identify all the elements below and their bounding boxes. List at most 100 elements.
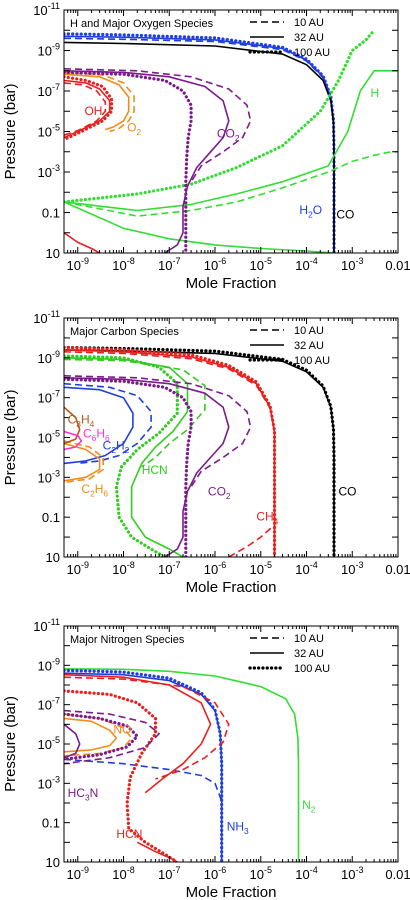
x-tick-label: 10-8 xyxy=(112,865,134,882)
curve-label-h: H xyxy=(370,86,379,100)
series-line-c2h2-dashed xyxy=(64,382,152,465)
series-line-co2-solid xyxy=(64,377,230,557)
x-tick-label: 10-8 xyxy=(112,256,134,273)
series-line-ch4-deep--dashed xyxy=(228,526,273,557)
series-line-co-dotted xyxy=(64,345,336,557)
legend-label: 32 AU xyxy=(294,340,324,352)
y-axis-label: Pressure (bar) xyxy=(2,696,19,792)
legend-label: 32 AU xyxy=(294,648,324,660)
x-tick-label: 0.01 xyxy=(385,562,410,577)
y-axis-label: Pressure (bar) xyxy=(2,390,19,486)
y-tick-label: 10-3 xyxy=(38,163,60,180)
y-tick-label: 10-5 xyxy=(38,123,60,140)
series-line-hc3n-dashed xyxy=(64,709,160,765)
y-tick-label: 10-11 xyxy=(33,309,60,326)
series-line-co2-dashed xyxy=(64,68,252,183)
y-tick-label: 10-9 xyxy=(38,656,60,673)
curve-label-hcn: HCN xyxy=(116,827,142,841)
x-tick-label: 10-6 xyxy=(204,865,226,882)
series-line-nh3-dashed xyxy=(64,758,223,804)
curve-label-co2: CO2 xyxy=(217,127,240,144)
curve-label-co: CO xyxy=(336,208,354,222)
series-line-h-solid xyxy=(64,70,398,212)
y-tick-label: 0.1 xyxy=(42,206,60,221)
x-tick-label: 10-7 xyxy=(158,560,180,577)
curve-label-ch4: CH4 xyxy=(256,510,278,527)
legend-label: 10 AU xyxy=(294,17,324,29)
series-line-oh-dotted xyxy=(64,75,114,142)
curve-label-n2: N2 xyxy=(302,798,316,815)
series-line-o2-dashed xyxy=(64,71,135,133)
chart-panel-2: 10-9 10-8 10-7 10-6 10-5 10-4 10-3 0.01 10-11 10-… xyxy=(2,309,410,596)
x-tick-label: 10-3 xyxy=(341,560,363,577)
series-line-nh3-dotted xyxy=(64,668,224,862)
y-tick-label: 10-11 xyxy=(33,1,60,18)
series-line-oh-deep--solid xyxy=(64,232,100,253)
series-line-o2-solid xyxy=(64,73,130,131)
series-line-h-dotted xyxy=(64,28,376,204)
legend: 10 AU 32 AU 100 AU xyxy=(248,325,330,367)
series-group xyxy=(64,668,300,862)
series-line-hcn-dotted xyxy=(64,354,179,557)
x-axis-label: Mole Fraction xyxy=(186,579,277,596)
x-tick-label: 10-5 xyxy=(250,560,272,577)
series-line-hcn-dashed xyxy=(64,676,230,780)
series-line-co2-dashed xyxy=(64,375,252,488)
series-line-h-dashed xyxy=(64,151,398,217)
series-line-c2h6-solid xyxy=(64,442,101,482)
x-axis-label: Mole Fraction xyxy=(186,275,277,292)
legend-label: 100 AU xyxy=(294,355,330,367)
series-line-no-solid xyxy=(64,717,118,753)
y-tick-label: 0.1 xyxy=(42,816,60,831)
series-line-co-solid xyxy=(64,349,335,557)
y-axis-label: Pressure (bar) xyxy=(2,84,19,180)
y-tick-label: 10-7 xyxy=(38,389,60,406)
legend: 10 AU 32 AU 100 AU xyxy=(248,17,330,59)
legend-label: 32 AU xyxy=(294,32,324,44)
x-tick-label: 0.01 xyxy=(385,258,410,273)
y-tick-label: 10-7 xyxy=(38,82,60,99)
y-tick-label: 10-3 xyxy=(38,774,60,791)
series-line-hcn-solid xyxy=(64,673,212,794)
curve-label-nh3: NH3 xyxy=(227,819,249,836)
curve-label-hcn: HCN xyxy=(142,463,168,477)
chart-panel-3: 10-9 10-8 10-7 10-6 10-5 10-4 10-3 0.01 10-11 10-… xyxy=(2,617,410,900)
x-tick-label: 10-9 xyxy=(67,560,89,577)
series-line-hcn-deep--solid xyxy=(136,841,178,862)
series-group xyxy=(64,345,336,557)
series-line-c2h6-dashed xyxy=(64,440,104,484)
curve-label-co2: CO2 xyxy=(208,484,231,501)
y-tick-label: 10 xyxy=(46,246,60,261)
curve-label-o2: O2 xyxy=(127,121,141,138)
x-tick-label: 10-8 xyxy=(112,560,134,577)
y-tick-label: 10-11 xyxy=(33,617,60,634)
series-line-n2-solid xyxy=(64,668,300,862)
curve-label-co: CO xyxy=(338,484,356,498)
series-line-c6h6-solid xyxy=(64,430,83,451)
y-tick-label: 10-7 xyxy=(38,696,60,713)
series-line-ch4-dashed xyxy=(64,351,276,557)
x-tick-label: 0.01 xyxy=(385,867,410,882)
x-tick-label: 10-4 xyxy=(295,865,317,882)
curve-label-oh: OH xyxy=(84,104,102,118)
curve-label-c2h6: C2H6 xyxy=(81,482,108,499)
x-tick-label: 10-7 xyxy=(158,256,180,273)
y-tick-label: 10-5 xyxy=(38,429,60,446)
curve-label-c2h2: C2H2 xyxy=(103,438,130,455)
x-tick-label: 10-4 xyxy=(295,560,317,577)
x-tick-label: 10-9 xyxy=(67,256,89,273)
series-line-co2-dotted xyxy=(64,70,193,253)
y-tick-label: 10 xyxy=(46,550,60,565)
y-tick-label: 10-9 xyxy=(38,349,60,366)
series-line-oh-solid xyxy=(64,79,111,139)
x-tick-label: 10-7 xyxy=(158,865,180,882)
x-tick-label: 10-5 xyxy=(250,865,272,882)
legend-label: 10 AU xyxy=(294,633,324,645)
series-line-c2h2-solid xyxy=(64,386,134,465)
x-axis-label: Mole Fraction xyxy=(186,884,277,900)
x-tick-label: 10-6 xyxy=(204,256,226,273)
x-tick-label: 10-4 xyxy=(295,256,317,273)
chart-panel-1: 10-9 10-8 10-7 10-6 10-5 10-4 10-3 0.01 10-11 10-… xyxy=(2,1,410,292)
x-tick-label: 10-6 xyxy=(204,560,226,577)
